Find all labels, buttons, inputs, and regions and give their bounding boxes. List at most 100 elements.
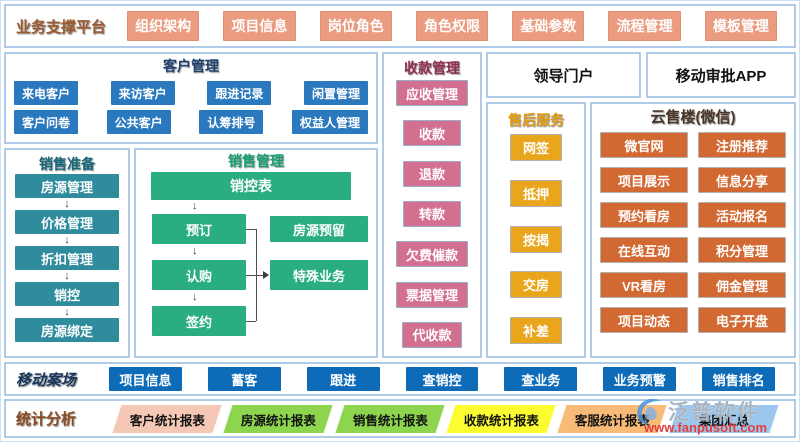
prep-btn-housing-bind[interactable]: 房源绑定: [15, 318, 119, 342]
leader-portal[interactable]: 领导门户: [486, 52, 641, 98]
sales-btn-sign-contract[interactable]: 签约: [152, 306, 246, 336]
payment-button-column: 应收管理 收款 退款 转款 欠费催款 票据管理 代收款: [390, 78, 474, 352]
customer-mgmt-section: 客户管理 来电客户 来访客户 跟进记录 闲置管理 客户问卷 公共客户 认筹排号 …: [4, 52, 378, 144]
cloud-sales-grid: 微官网 注册推荐 项目展示 信息分享 预约看房 活动报名 在线互动 积分管理 V…: [600, 132, 786, 333]
stats-report-service[interactable]: 客服统计报表: [556, 403, 669, 434]
flow-arrow-down-icon: ↓: [64, 234, 70, 246]
mobile-approval-app[interactable]: 移动审批APP: [646, 52, 796, 98]
stats-report-label: 收款统计报表: [463, 413, 539, 427]
payment-mgmt-section: 收款管理 应收管理 收款 退款 转款 欠费催款 票据管理 代收款: [382, 52, 482, 358]
stats-report-label: 房源统计报表: [241, 413, 317, 427]
after-btn-mortgage-pledge[interactable]: 抵押: [509, 179, 562, 207]
stats-report-customer[interactable]: 客户统计报表: [111, 403, 224, 434]
customer-btn-follow-record[interactable]: 跟进记录: [207, 81, 272, 105]
cloud-btn-register-referral[interactable]: 注册推荐: [698, 132, 786, 158]
platform-bar: 业务支撑平台 组织架构 项目信息 岗位角色 角色权限 基础参数 流程管理 模板管…: [4, 4, 796, 48]
cloud-btn-info-share[interactable]: 信息分享: [698, 167, 786, 193]
cloud-btn-project-news[interactable]: 项目动态: [600, 307, 688, 333]
stats-report-label: 客服统计报表: [574, 413, 650, 427]
customer-btn-survey[interactable]: 客户问卷: [14, 110, 79, 134]
cloud-sales-title: 云售楼(微信): [650, 109, 736, 126]
customer-btn-public[interactable]: 公共客户: [106, 110, 171, 134]
sales-mgmt-section: 销售管理 销控表 ↓ 预订 ↓ 认购 ↓ 签约 房源预留 特殊业务: [134, 148, 378, 358]
cloud-btn-commission-mgmt[interactable]: 佣金管理: [698, 272, 786, 298]
flow-arrow-down-icon: ↓: [192, 291, 198, 303]
customer-btn-subscribe-number[interactable]: 认筹排号: [199, 110, 264, 134]
after-sales-title: 售后服务: [508, 112, 564, 128]
stats-report-payment[interactable]: 收款统计报表: [445, 403, 558, 434]
customer-row-2: 客户问卷 公共客户 认筹排号 权益人管理: [14, 110, 368, 134]
cloud-btn-project-show[interactable]: 项目展示: [600, 167, 688, 193]
stats-report-group-summary[interactable]: 集团汇总: [667, 403, 780, 434]
mobile-btn-sales-ranking[interactable]: 销售排名: [702, 367, 776, 391]
sales-btn-control-table[interactable]: 销控表: [151, 172, 351, 200]
mobile-btn-check-business[interactable]: 查业务: [504, 367, 578, 391]
sales-btn-reserve[interactable]: 预订: [152, 214, 246, 244]
sales-btn-housing-hold[interactable]: 房源预留: [270, 216, 368, 242]
mobile-btn-follow-up[interactable]: 跟进: [306, 367, 380, 391]
mobile-btn-business-alert[interactable]: 业务预警: [603, 367, 677, 391]
payment-btn-arrears-reminder[interactable]: 欠费催款: [395, 241, 468, 268]
after-sales-column: 网签 抵押 按揭 交房 补差: [494, 130, 578, 350]
platform-btn-workflow[interactable]: 流程管理: [608, 11, 681, 41]
after-btn-online-sign[interactable]: 网签: [509, 134, 562, 161]
platform-btn-role-perm[interactable]: 角色权限: [415, 11, 489, 41]
payment-btn-transfer[interactable]: 转款: [403, 200, 461, 227]
payment-btn-collect[interactable]: 收款: [403, 120, 461, 147]
cloud-btn-vr-viewing[interactable]: VR看房: [600, 272, 688, 298]
mobile-btn-check-sales-control[interactable]: 查销控: [405, 367, 479, 391]
stats-bar: 统计分析 客户统计报表 房源统计报表 销售统计报表 收款统计报表 客服统计报表 …: [4, 399, 796, 438]
cloud-btn-event-signup[interactable]: 活动报名: [698, 202, 786, 228]
flow-connector-line: [246, 321, 256, 322]
sales-mgmt-title: 销售管理: [228, 153, 284, 169]
cloud-btn-online-interact[interactable]: 在线互动: [600, 237, 688, 263]
flow-arrow-down-icon: ↓: [64, 270, 70, 282]
mobile-site-title: 移动案场: [16, 371, 77, 389]
customer-btn-visit[interactable]: 来访客户: [110, 81, 175, 105]
mobile-btn-project-info[interactable]: 项目信息: [109, 367, 182, 391]
platform-btn-template[interactable]: 模板管理: [704, 11, 777, 41]
cloud-btn-book-viewing[interactable]: 预约看房: [600, 202, 688, 228]
platform-btn-post-role[interactable]: 岗位角色: [319, 11, 392, 41]
payment-btn-agency-collect[interactable]: 代收款: [402, 321, 462, 348]
sales-prep-section: 销售准备 房源管理 ↓ 价格管理 ↓ 折扣管理 ↓ 销控 ↓ 房源绑定: [4, 148, 130, 358]
flow-arrow-down-icon: ↓: [64, 306, 70, 318]
cloud-btn-micro-site[interactable]: 微官网: [600, 132, 688, 158]
sales-btn-special-business[interactable]: 特殊业务: [270, 260, 368, 290]
prep-btn-sales-control[interactable]: 销控: [15, 282, 119, 306]
payment-mgmt-title: 收款管理: [404, 60, 460, 76]
stats-report-label: 客户统计报表: [129, 413, 205, 427]
platform-btn-org[interactable]: 组织架构: [127, 11, 200, 41]
flow-connector-line: [246, 275, 256, 276]
after-btn-price-diff[interactable]: 补差: [509, 317, 562, 344]
cloud-btn-points-mgmt[interactable]: 积分管理: [698, 237, 786, 263]
payment-btn-invoice-mgmt[interactable]: 票据管理: [395, 281, 468, 308]
platform-btn-project-info[interactable]: 项目信息: [223, 11, 296, 41]
flow-arrow-down-icon: ↓: [64, 198, 70, 210]
platform-btn-base-params[interactable]: 基础参数: [512, 11, 585, 41]
sales-btn-subscribe[interactable]: 认购: [152, 260, 246, 290]
after-btn-mortgage-loan[interactable]: 按揭: [509, 225, 562, 253]
prep-btn-price-mgmt[interactable]: 价格管理: [15, 210, 119, 234]
after-sales-section: 售后服务 网签 抵押 按揭 交房 补差: [486, 102, 586, 358]
mobile-site-bar: 移动案场 项目信息 蓄客 跟进 查销控 查业务 业务预警 销售排名: [4, 362, 796, 396]
customer-mgmt-title: 客户管理: [163, 58, 219, 74]
platform-title: 业务支撑平台: [16, 18, 107, 36]
customer-btn-idle-mgmt[interactable]: 闲置管理: [303, 81, 368, 105]
stats-report-label: 销售统计报表: [352, 413, 428, 427]
customer-btn-beneficiary[interactable]: 权益人管理: [291, 110, 368, 134]
stats-report-sales[interactable]: 销售统计报表: [333, 403, 446, 434]
after-btn-handover[interactable]: 交房: [509, 271, 562, 299]
cloud-btn-e-opening[interactable]: 电子开盘: [698, 307, 786, 333]
payment-btn-receivable[interactable]: 应收管理: [395, 80, 468, 106]
customer-btn-call-in[interactable]: 来电客户: [14, 81, 79, 105]
mobile-btn-customer-pool[interactable]: 蓄客: [207, 367, 281, 391]
sales-prep-title: 销售准备: [39, 156, 95, 172]
customer-row-1: 来电客户 来访客户 跟进记录 闲置管理: [14, 81, 368, 105]
payment-btn-refund[interactable]: 退款: [403, 160, 461, 187]
prep-btn-housing-mgmt[interactable]: 房源管理: [15, 174, 119, 198]
stats-report-housing[interactable]: 房源统计报表: [222, 403, 335, 434]
prep-btn-discount-mgmt[interactable]: 折扣管理: [15, 246, 119, 270]
flow-arrow-down-icon: ↓: [192, 200, 198, 212]
cloud-sales-section: 云售楼(微信) 微官网 注册推荐 项目展示 信息分享 预约看房 活动报名 在线互…: [590, 102, 796, 358]
